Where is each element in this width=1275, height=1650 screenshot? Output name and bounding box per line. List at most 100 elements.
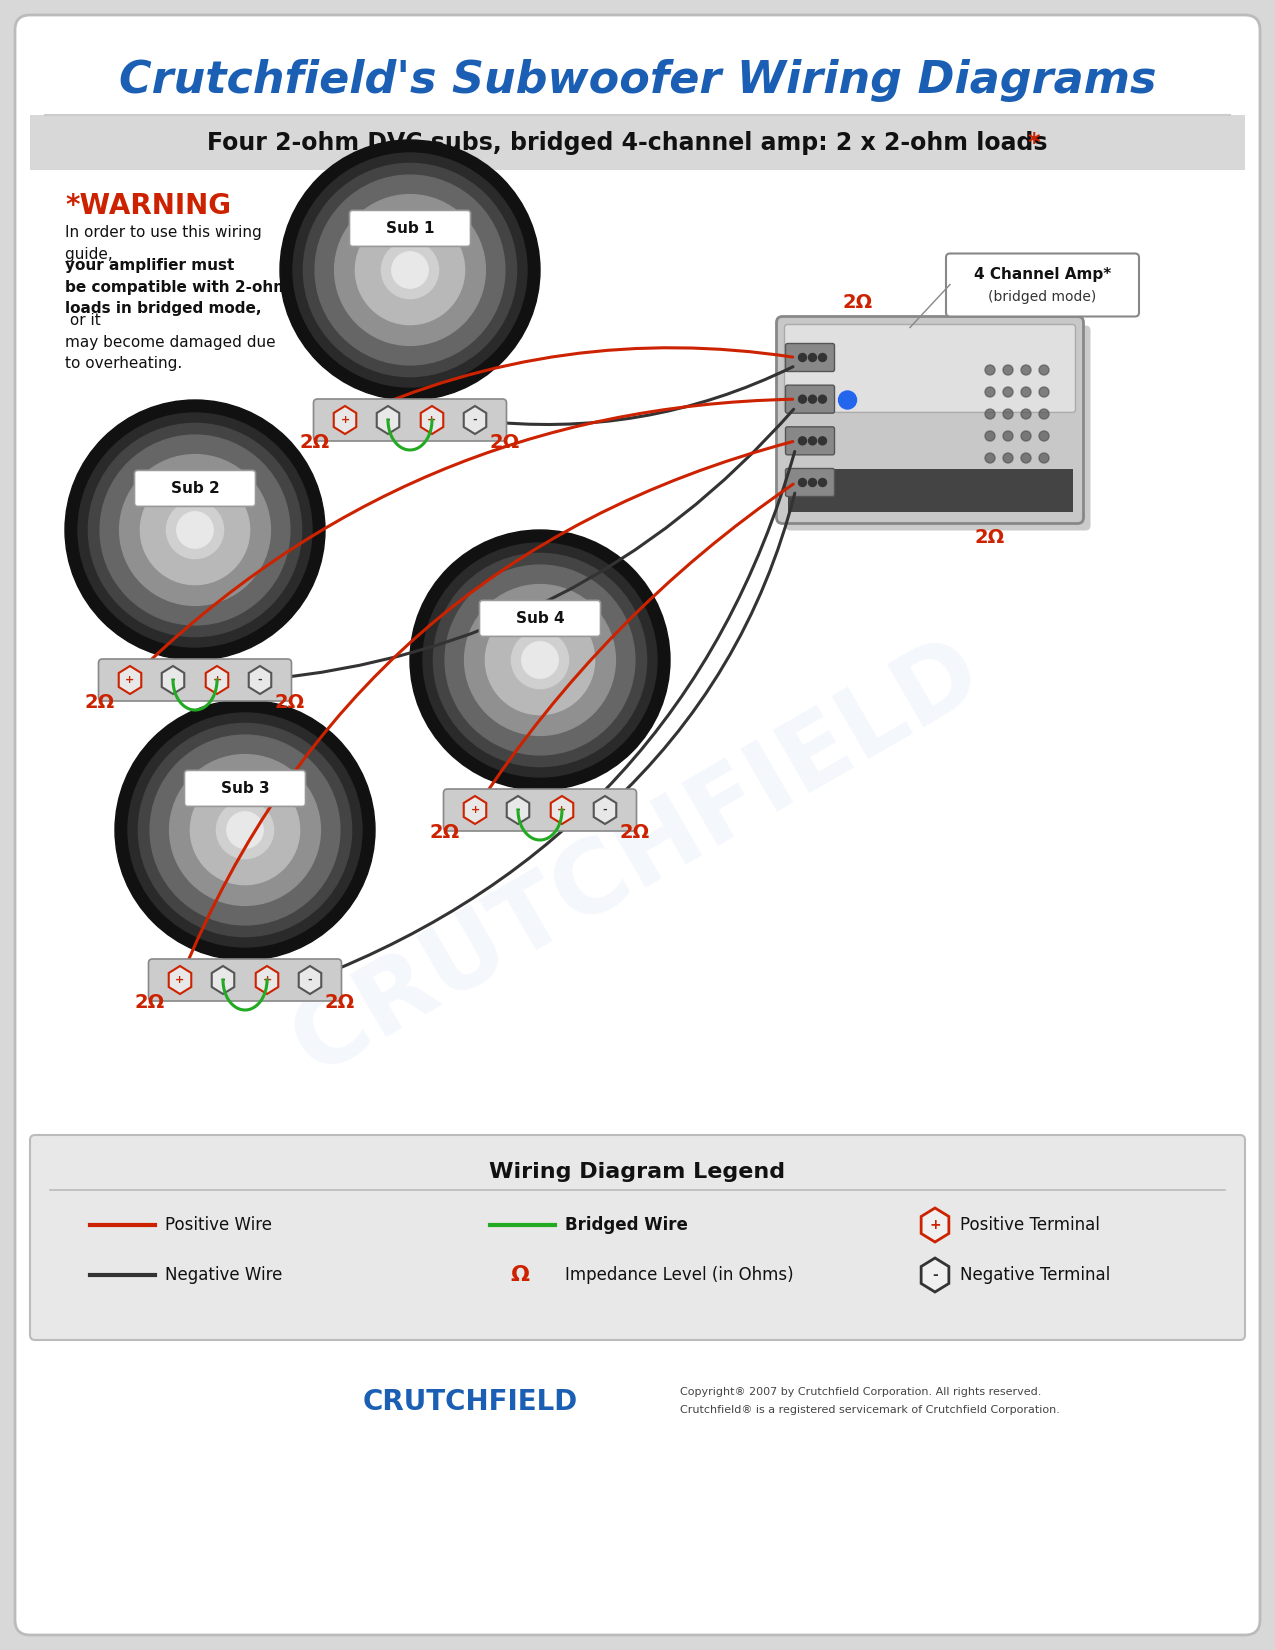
FancyBboxPatch shape [479, 601, 601, 637]
Polygon shape [921, 1208, 949, 1242]
Circle shape [986, 365, 994, 375]
Text: Positive Wire: Positive Wire [164, 1216, 272, 1234]
Circle shape [1021, 454, 1031, 464]
Text: Copyright® 2007 by Crutchfield Corporation. All rights reserved.: Copyright® 2007 by Crutchfield Corporati… [680, 1388, 1042, 1398]
Text: Sub 3: Sub 3 [221, 780, 269, 795]
Text: +: + [470, 805, 479, 815]
Text: CRUTCHFIELD: CRUTCHFIELD [362, 1388, 578, 1416]
Circle shape [1039, 365, 1049, 375]
Polygon shape [334, 406, 356, 434]
Text: In order to use this wiring
guide,: In order to use this wiring guide, [65, 224, 261, 262]
Circle shape [88, 424, 302, 637]
Text: +: + [263, 975, 272, 985]
Circle shape [1003, 454, 1014, 464]
Text: *WARNING: *WARNING [65, 191, 231, 219]
FancyBboxPatch shape [134, 470, 255, 507]
Text: 2Ω: 2Ω [135, 993, 164, 1011]
FancyBboxPatch shape [98, 658, 292, 701]
Text: -: - [258, 675, 263, 685]
Polygon shape [168, 965, 191, 993]
Circle shape [445, 564, 635, 756]
Circle shape [1021, 409, 1031, 419]
Circle shape [819, 353, 826, 361]
Text: -: - [221, 975, 226, 985]
Circle shape [1039, 431, 1049, 441]
Text: Ω: Ω [510, 1266, 529, 1285]
Circle shape [1003, 431, 1014, 441]
Polygon shape [464, 795, 486, 823]
Circle shape [101, 436, 289, 625]
FancyBboxPatch shape [15, 15, 1260, 1635]
Text: 4 Channel Amp*: 4 Channel Amp* [974, 267, 1111, 282]
Circle shape [334, 195, 486, 345]
FancyBboxPatch shape [785, 469, 835, 497]
Circle shape [798, 437, 807, 446]
Circle shape [808, 478, 816, 487]
FancyBboxPatch shape [31, 116, 1244, 170]
Text: -: - [473, 416, 477, 426]
Circle shape [819, 437, 826, 446]
Text: -: - [307, 975, 312, 985]
Circle shape [423, 543, 657, 777]
Circle shape [1003, 365, 1014, 375]
Text: -: - [171, 675, 175, 685]
Polygon shape [506, 795, 529, 823]
Polygon shape [256, 965, 278, 993]
Text: -: - [515, 805, 520, 815]
FancyBboxPatch shape [785, 384, 835, 412]
Text: Sub 1: Sub 1 [386, 221, 435, 236]
FancyBboxPatch shape [776, 317, 1084, 523]
Polygon shape [594, 795, 616, 823]
Text: 2Ω: 2Ω [975, 528, 1005, 548]
Circle shape [150, 736, 340, 926]
Text: Bridged Wire: Bridged Wire [565, 1216, 689, 1234]
FancyBboxPatch shape [349, 211, 470, 246]
Circle shape [217, 802, 274, 858]
Circle shape [303, 163, 516, 376]
FancyBboxPatch shape [148, 959, 342, 1002]
Circle shape [280, 140, 541, 399]
Circle shape [486, 606, 594, 714]
Text: Negative Wire: Negative Wire [164, 1266, 282, 1284]
Text: +: + [176, 975, 185, 985]
Text: 2Ω: 2Ω [843, 294, 872, 312]
Circle shape [140, 475, 250, 584]
Text: Crutchfield® is a registered servicemark of Crutchfield Corporation.: Crutchfield® is a registered servicemark… [680, 1406, 1060, 1416]
Text: Four 2-ohm DVC subs, bridged 4-channel amp: 2 x 2-ohm loads: Four 2-ohm DVC subs, bridged 4-channel a… [208, 130, 1048, 155]
Circle shape [808, 353, 816, 361]
Text: your amplifier must
be compatible with 2-ohm
loads in bridged mode,: your amplifier must be compatible with 2… [65, 257, 289, 317]
Circle shape [1003, 388, 1014, 398]
Circle shape [190, 776, 300, 884]
Circle shape [381, 241, 439, 299]
Text: 2Ω: 2Ω [620, 822, 650, 842]
FancyBboxPatch shape [31, 1135, 1244, 1340]
FancyBboxPatch shape [185, 771, 306, 807]
Circle shape [434, 553, 646, 767]
Text: (bridged mode): (bridged mode) [988, 290, 1096, 305]
FancyBboxPatch shape [314, 399, 506, 441]
Circle shape [128, 713, 362, 947]
Circle shape [819, 394, 826, 403]
Text: -: - [932, 1267, 938, 1282]
Circle shape [1039, 388, 1049, 398]
Circle shape [986, 388, 994, 398]
Circle shape [167, 502, 223, 559]
Text: 2Ω: 2Ω [275, 693, 305, 711]
Polygon shape [298, 965, 321, 993]
Text: 2Ω: 2Ω [490, 432, 520, 452]
Polygon shape [205, 667, 228, 695]
Text: -: - [603, 805, 607, 815]
Polygon shape [376, 406, 399, 434]
Circle shape [798, 353, 807, 361]
Text: +: + [427, 416, 436, 426]
Circle shape [808, 394, 816, 403]
Polygon shape [551, 795, 574, 823]
Polygon shape [212, 965, 235, 993]
Text: *: * [1028, 130, 1040, 155]
Circle shape [1021, 388, 1031, 398]
Polygon shape [162, 667, 185, 695]
Circle shape [139, 723, 352, 937]
Circle shape [839, 391, 857, 409]
Polygon shape [249, 667, 272, 695]
Circle shape [986, 409, 994, 419]
